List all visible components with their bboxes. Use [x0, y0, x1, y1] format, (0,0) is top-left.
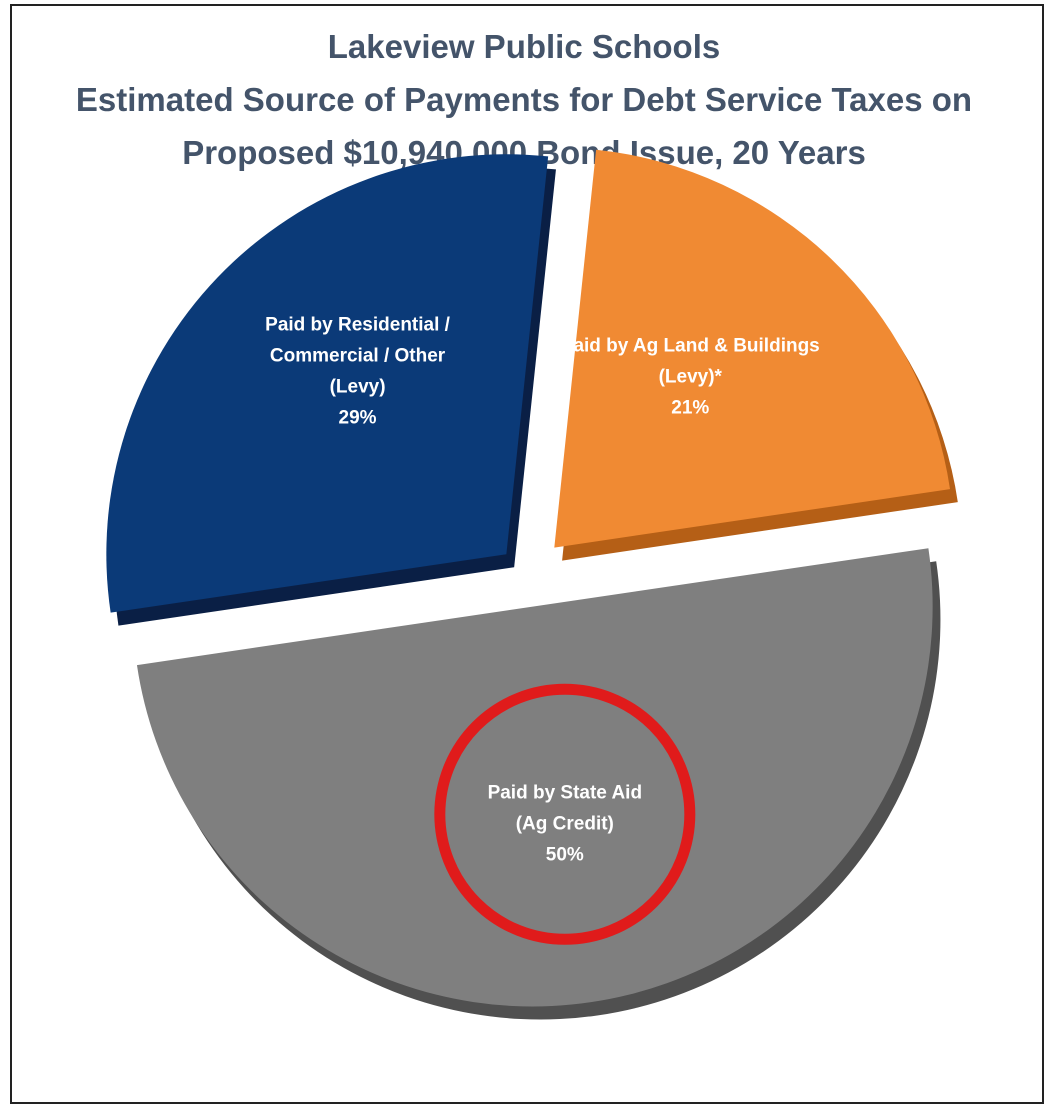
pie-slice-state	[136, 548, 933, 1007]
chart-title: Lakeview Public Schools Estimated Source…	[0, 20, 1048, 179]
chart-title-line-1: Lakeview Public Schools	[327, 28, 721, 65]
pie-slice-label-ag: Paid by Ag Land & Buildings	[561, 335, 820, 356]
pie-slice-ag	[554, 149, 951, 548]
pie-value-label-residential: 29%	[339, 407, 377, 428]
pie-slice-label-ag: (Levy)*	[659, 366, 723, 387]
pie-slice-label-residential: Commercial / Other	[270, 345, 446, 366]
pie-slice-residential	[106, 154, 549, 613]
pie-value-label-state: 50%	[546, 844, 584, 865]
pie-slice-label-residential: (Levy)	[330, 376, 386, 397]
chart-title-line-2: Estimated Source of Payments for Debt Se…	[75, 81, 973, 118]
highlight-circle	[434, 683, 696, 945]
pie-slice-label-state: Paid by State Aid	[488, 782, 643, 803]
pie-slice-label-residential: Paid by Residential /	[265, 314, 450, 335]
pie-slice-label-state: (Ag Credit)	[516, 813, 614, 834]
pie-value-label-ag: 21%	[671, 397, 709, 418]
